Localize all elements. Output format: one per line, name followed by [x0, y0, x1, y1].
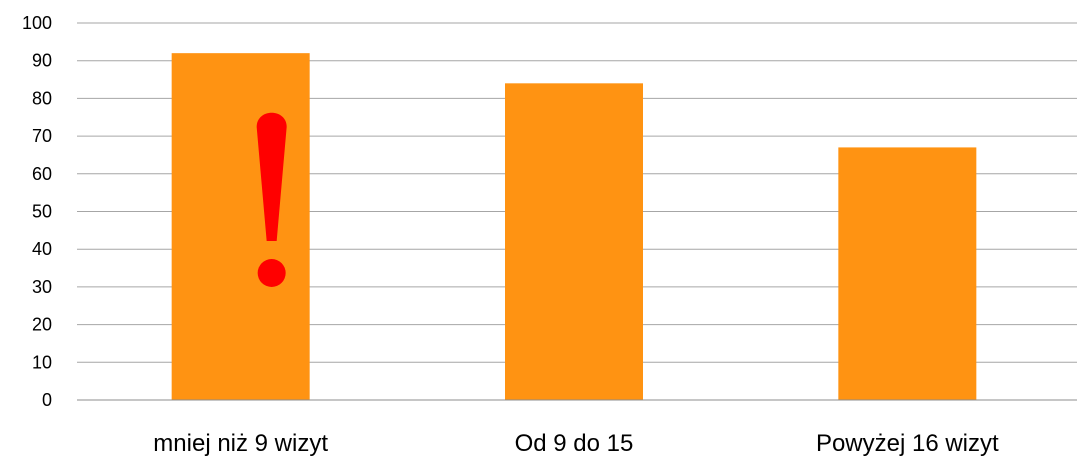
x-category-label: mniej niż 9 wizyt	[153, 430, 328, 456]
exclamation-dot	[257, 259, 286, 287]
y-tick-label: 60	[32, 164, 52, 184]
bar	[171, 53, 310, 400]
exclamation-mark-icon	[256, 112, 287, 287]
y-tick-label: 0	[42, 390, 52, 410]
y-tick-label: 80	[32, 88, 52, 108]
y-tick-label: 10	[32, 352, 52, 372]
bar	[838, 147, 977, 400]
x-axis-category-labels: mniej niż 9 wizyt Od 9 do 15 Powyżej 16 wi…	[153, 430, 999, 456]
bar	[505, 83, 643, 400]
y-tick-label: 20	[32, 315, 52, 335]
x-category-label: Od 9 do 15	[515, 430, 634, 456]
exclamation-stroke	[256, 112, 287, 241]
y-tick-label: 100	[22, 13, 52, 33]
x-category-label: Powyżej 16 wizyt	[816, 430, 999, 456]
y-tick-label: 90	[32, 51, 52, 71]
y-tick-label: 40	[32, 239, 52, 259]
y-tick-label: 30	[32, 277, 52, 297]
y-tick-label: 50	[32, 202, 52, 222]
y-tick-label: 70	[32, 126, 52, 146]
bars	[171, 53, 977, 400]
y-axis-tick-labels: 0 10 20 30 40 50 60 70 80 90 100	[22, 13, 52, 410]
